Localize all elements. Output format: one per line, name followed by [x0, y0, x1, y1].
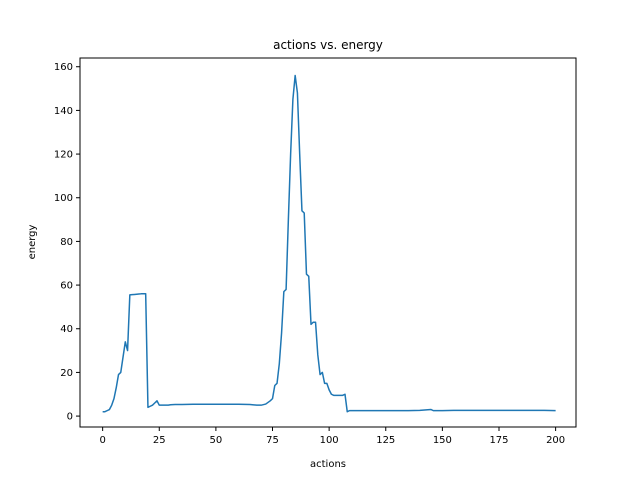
y-tick-label: 100 — [54, 193, 73, 204]
plot-frame — [79, 57, 577, 428]
y-tick-label: 20 — [60, 368, 73, 379]
x-tick-label: 200 — [546, 435, 565, 446]
x-tick-label: 0 — [99, 435, 105, 446]
y-tick-label: 80 — [60, 237, 73, 248]
y-tick-label: 60 — [60, 281, 73, 292]
y-tick-label: 40 — [60, 324, 73, 335]
plot-area — [102, 74, 556, 413]
y-axis-label: energy — [27, 224, 38, 259]
x-axis-label: actions — [310, 459, 346, 470]
y-tick-label: 0 — [67, 412, 73, 423]
series-line-0 — [102, 74, 556, 413]
y-tick-label: 160 — [54, 62, 73, 73]
chart-title: actions vs. energy — [273, 38, 383, 52]
x-tick-label: 25 — [153, 435, 166, 446]
y-tick-label: 120 — [54, 150, 73, 161]
x-tick-label: 100 — [320, 435, 339, 446]
x-tick-label: 175 — [489, 435, 508, 446]
x-tick-label: 125 — [376, 435, 395, 446]
y-tick-label: 140 — [54, 106, 73, 117]
x-tick-label: 150 — [433, 435, 452, 446]
x-tick-label: 75 — [266, 435, 279, 446]
x-tick-label: 50 — [210, 435, 223, 446]
